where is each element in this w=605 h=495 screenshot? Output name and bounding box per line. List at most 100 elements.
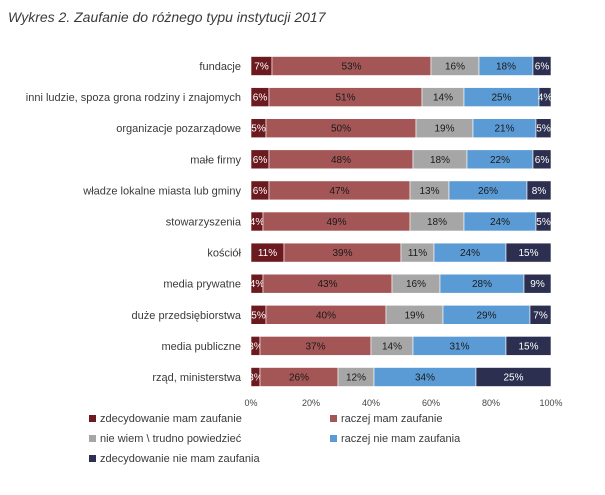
bar-segment (505, 242, 552, 263)
legend-item: nie wiem \ trudno powiedzieć (89, 433, 242, 445)
category-label: kościół (207, 248, 241, 260)
data-label: 50% (331, 124, 351, 135)
data-label: 28% (472, 279, 492, 290)
data-label: 48% (331, 155, 351, 166)
bar-segment (526, 180, 552, 201)
data-label: 21% (494, 124, 514, 135)
category-label: małe firmy (190, 154, 241, 166)
data-label: 24% (490, 217, 510, 228)
bar-segment (532, 149, 552, 170)
data-label: 7% (533, 310, 548, 321)
data-label: 15% (518, 248, 538, 259)
legend-item: raczej nie mam zaufania (330, 433, 461, 445)
category-label: duże przedsiębiorstwa (132, 310, 242, 322)
bars-layer: 7% 53% 16% 18% 6% 6% 51% 14% 25% 4% 5% 50% 19% 21% 5% 6… (248, 56, 553, 387)
data-label: 51% (335, 93, 355, 104)
data-label: 4% (250, 217, 265, 228)
bar-segment (535, 211, 552, 232)
x-axis: 0% 20% 40% 60% 80% 100% (244, 398, 562, 408)
category-label: fundacje (199, 61, 241, 73)
data-label: 22% (490, 155, 510, 166)
data-label: 15% (518, 341, 538, 352)
data-label: 6% (253, 186, 268, 197)
data-label: 9% (530, 279, 545, 290)
data-label: 8% (532, 186, 547, 197)
bar-segment (523, 273, 552, 294)
bar-segment (475, 367, 552, 387)
category-label: stowarzyszenia (166, 217, 242, 229)
bar-segment (532, 56, 552, 76)
data-label: 3% (248, 341, 263, 352)
data-label: 31% (449, 341, 469, 352)
data-label: 5% (536, 217, 551, 228)
data-label: 49% (326, 217, 346, 228)
data-label: 5% (251, 310, 266, 321)
category-labels: fundacje inni ludzie, spoza grona rodziny… (26, 61, 242, 384)
x-tick-label: 60% (422, 398, 440, 408)
x-tick-label: 20% (302, 398, 320, 408)
category-label: władze lokalne miasta lub gminy (82, 185, 241, 197)
category-label: rząd, ministerstwa (152, 372, 242, 384)
data-label: 5% (536, 124, 551, 135)
data-label: 13% (419, 186, 439, 197)
legend-item: raczej mam zaufanie (330, 413, 443, 425)
data-label: 14% (433, 93, 453, 104)
bar-segment (529, 304, 552, 325)
data-label: 16% (406, 279, 426, 290)
x-tick-label: 80% (482, 398, 500, 408)
legend-label: raczej nie mam zaufania (341, 433, 461, 445)
x-tick-label: 0% (244, 398, 257, 408)
x-tick-label: 40% (362, 398, 380, 408)
legend-swatch (330, 415, 337, 422)
legend-swatch (330, 435, 337, 442)
data-label: 24% (460, 248, 480, 259)
legend: zdecydowanie mam zaufanie raczej mam zauf… (89, 413, 461, 465)
data-label: 18% (496, 62, 516, 73)
legend-label: zdecydowanie mam zaufanie (100, 413, 242, 425)
data-label: 7% (254, 62, 269, 73)
data-label: 25% (491, 93, 511, 104)
data-label: 40% (316, 310, 336, 321)
category-label: inni ludzie, spoza grona rodziny i znajo… (26, 92, 241, 104)
data-label: 6% (535, 155, 550, 166)
data-label: 6% (535, 62, 550, 73)
data-label: 18% (430, 155, 450, 166)
data-label: 47% (329, 186, 349, 197)
data-label: 11% (408, 248, 427, 259)
data-label: 19% (434, 124, 454, 135)
data-label: 26% (478, 186, 498, 197)
data-label: 29% (476, 310, 496, 321)
chart-title: Wykres 2. Zaufanie do różnego typu insty… (8, 9, 326, 25)
data-label: 53% (341, 62, 361, 73)
data-label: 43% (317, 279, 337, 290)
legend-label: raczej mam zaufanie (341, 413, 443, 425)
data-label: 39% (332, 248, 352, 259)
legend-label: zdecydowanie nie mam zaufania (100, 453, 260, 465)
legend-item: zdecydowanie mam zaufanie (89, 413, 242, 425)
bar-segment (535, 118, 552, 138)
bar-segment (538, 87, 552, 107)
data-label: 11% (258, 248, 277, 259)
legend-swatch (89, 455, 96, 462)
data-label: 14% (382, 341, 402, 352)
data-label: 6% (253, 155, 268, 166)
legend-swatch (89, 435, 96, 442)
data-label: 6% (253, 93, 268, 104)
data-label: 18% (427, 217, 447, 228)
data-label: 34% (415, 373, 435, 384)
legend-label: nie wiem \ trudno powiedzieć (100, 433, 242, 445)
data-label: 4% (538, 93, 553, 104)
data-label: 3% (248, 373, 263, 384)
category-label: media prywatne (163, 279, 241, 291)
data-label: 12% (346, 373, 366, 384)
category-label: organizacje pozarządowe (116, 123, 241, 135)
data-label: 26% (289, 373, 309, 384)
legend-swatch (89, 415, 96, 422)
x-tick-label: 100% (539, 398, 562, 408)
data-label: 25% (503, 373, 523, 384)
data-label: 4% (250, 279, 265, 290)
data-label: 5% (251, 124, 266, 135)
data-label: 37% (305, 341, 325, 352)
bar-segment (505, 336, 552, 356)
